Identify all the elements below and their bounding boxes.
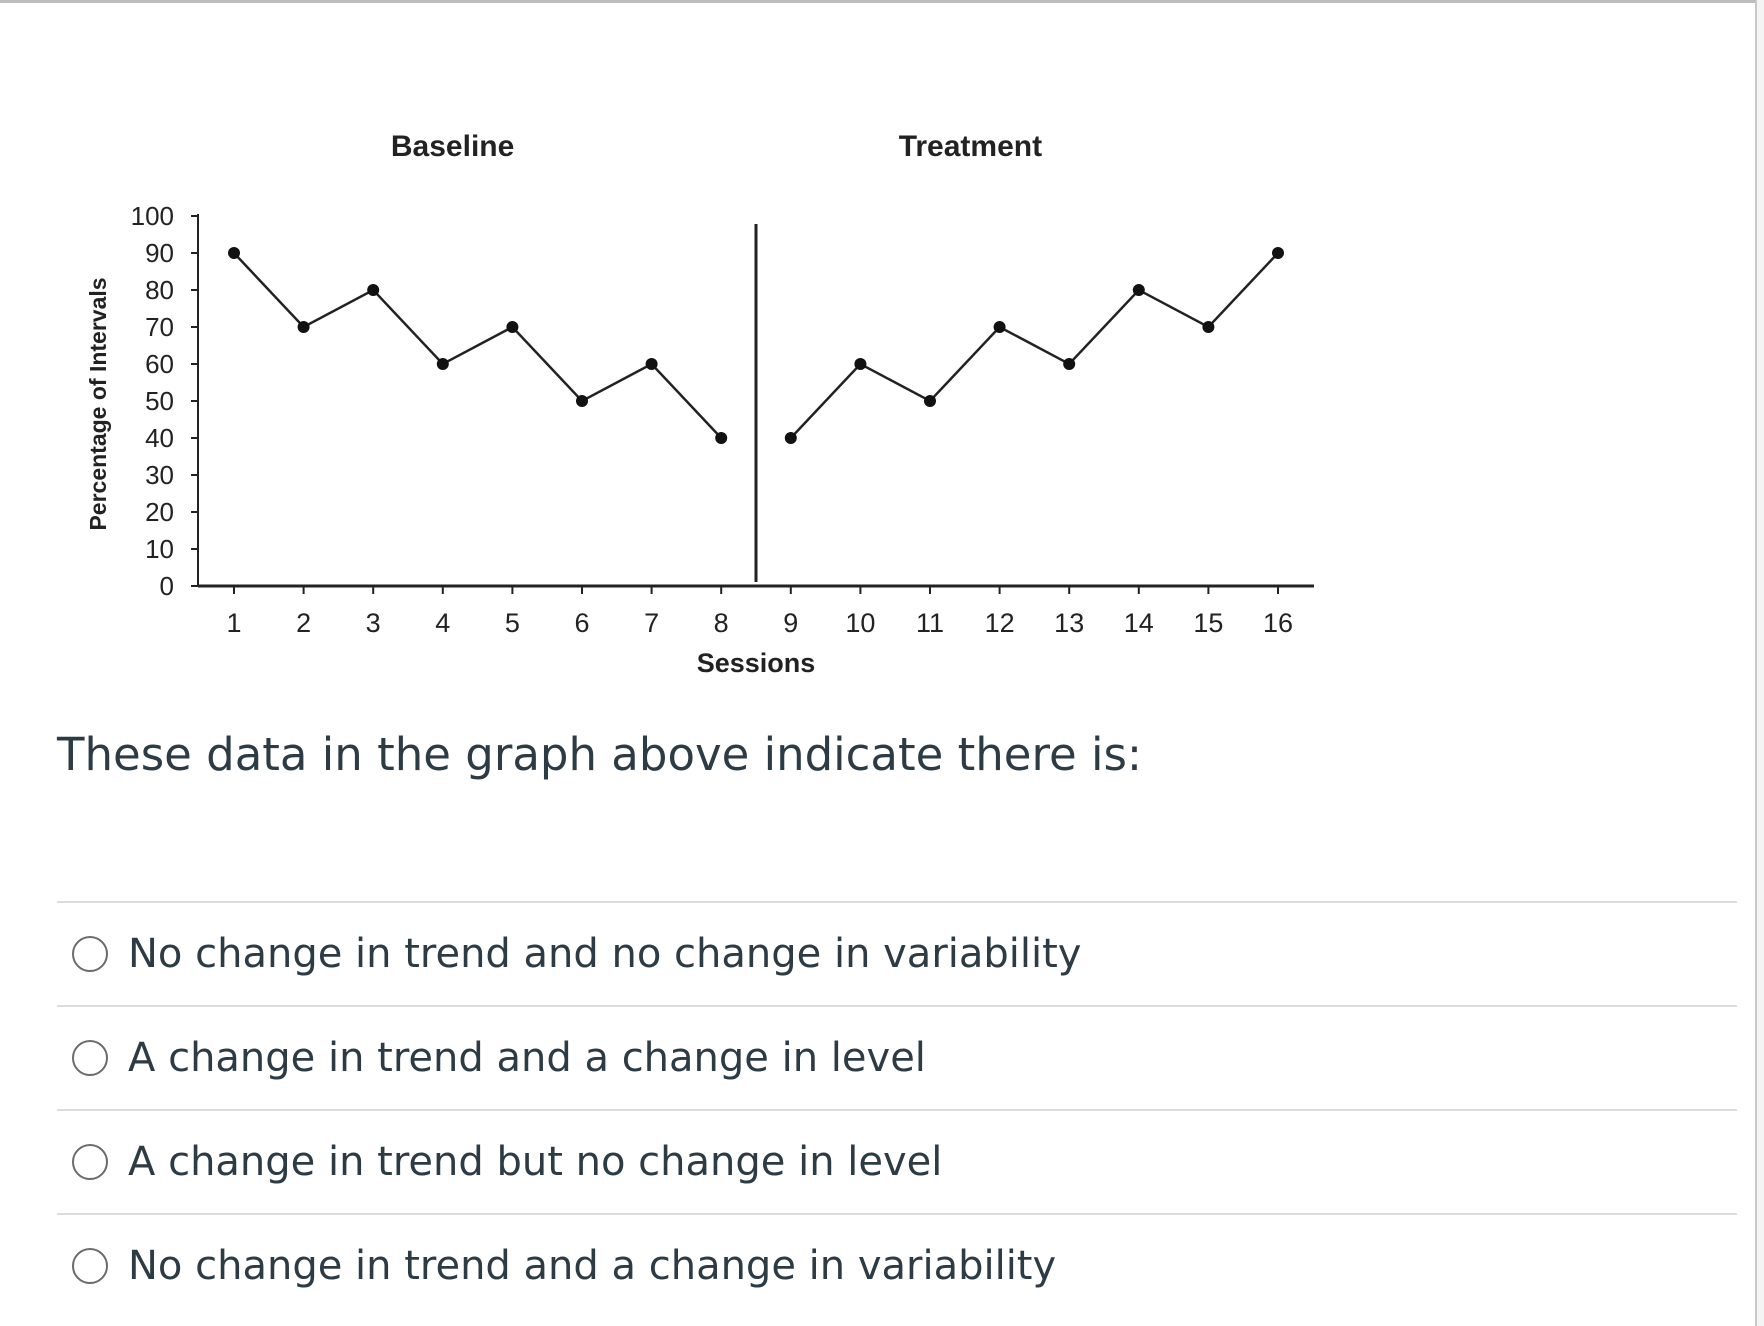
x-tick-label: 6: [574, 608, 589, 638]
x-tick-label: 2: [296, 608, 311, 638]
data-point: [576, 395, 588, 407]
answer-option-2[interactable]: A change in trend and a change in level: [57, 1005, 1737, 1109]
data-point: [436, 358, 449, 370]
data-point: [1132, 284, 1145, 296]
series-line-baseline: [233, 252, 723, 439]
y-axis-label: Percentage of Intervals: [85, 277, 111, 530]
x-tick-label: 8: [714, 608, 729, 638]
data-point: [1063, 358, 1076, 370]
question-text: These data in the graph above indicate t…: [57, 728, 1143, 781]
phase-label-treatment: Treatment: [899, 130, 1042, 163]
data-point: [297, 321, 310, 333]
radio-button[interactable]: [72, 936, 108, 972]
y-tick-label: 10: [145, 534, 174, 564]
data-point: [228, 247, 240, 259]
data-point: [506, 321, 519, 333]
x-tick-label: 1: [226, 608, 241, 638]
x-tick-label: 15: [1193, 608, 1223, 638]
y-tick-label: 90: [145, 238, 174, 268]
y-tick-label: 100: [131, 201, 174, 231]
x-tick-label: 9: [783, 608, 798, 638]
x-tick-label: 4: [435, 608, 450, 638]
y-tick-label: 20: [145, 497, 174, 527]
answer-label: No change in trend and no change in vari…: [128, 931, 1082, 977]
radio-button[interactable]: [72, 1040, 108, 1076]
y-tick-label: 50: [145, 386, 174, 416]
data-point: [1202, 321, 1215, 333]
x-tick-label: 7: [644, 608, 659, 638]
y-tick-label: 80: [145, 275, 174, 305]
phase-label-baseline: Baseline: [391, 130, 514, 163]
answer-option-3[interactable]: A change in trend but no change in level: [57, 1109, 1737, 1213]
x-tick-label: 13: [1054, 608, 1084, 638]
x-axis-label: Sessions: [697, 648, 816, 678]
data-point: [854, 358, 867, 370]
top-border: [0, 0, 1764, 3]
data-point: [784, 432, 797, 444]
data-point: [715, 432, 728, 444]
answer-list: No change in trend and no change in vari…: [57, 901, 1737, 1317]
radio-button[interactable]: [72, 1144, 108, 1180]
x-tick-label: 5: [505, 608, 520, 638]
y-tick-label: 30: [145, 460, 174, 490]
answer-option-4[interactable]: No change in trend and a change in varia…: [57, 1213, 1737, 1317]
x-tick-label: 3: [366, 608, 381, 638]
radio-button[interactable]: [72, 1248, 108, 1284]
data-point: [993, 321, 1006, 333]
x-tick-label: 12: [985, 608, 1015, 638]
y-tick-label: 60: [145, 349, 174, 379]
answer-label: A change in trend and a change in level: [128, 1035, 926, 1081]
y-tick-label: 40: [145, 423, 174, 453]
x-tick-label: 16: [1263, 608, 1293, 638]
data-point: [924, 395, 936, 407]
right-edge-divider: [1755, 0, 1757, 1326]
data-point: [367, 284, 380, 296]
x-tick-label: 10: [845, 608, 875, 638]
x-tick-label: 11: [916, 608, 944, 638]
right-edge-strip: [1757, 0, 1764, 1326]
y-tick-label: 70: [145, 312, 174, 342]
answer-label: No change in trend and a change in varia…: [128, 1243, 1057, 1289]
x-tick-label: 14: [1124, 608, 1154, 638]
answer-option-1[interactable]: No change in trend and no change in vari…: [57, 901, 1737, 1005]
data-point: [645, 358, 658, 370]
data-point: [1272, 247, 1284, 259]
y-tick-label: 0: [160, 571, 174, 601]
series-line-treatment: [789, 252, 1279, 439]
answer-label: A change in trend but no change in level: [128, 1139, 943, 1185]
